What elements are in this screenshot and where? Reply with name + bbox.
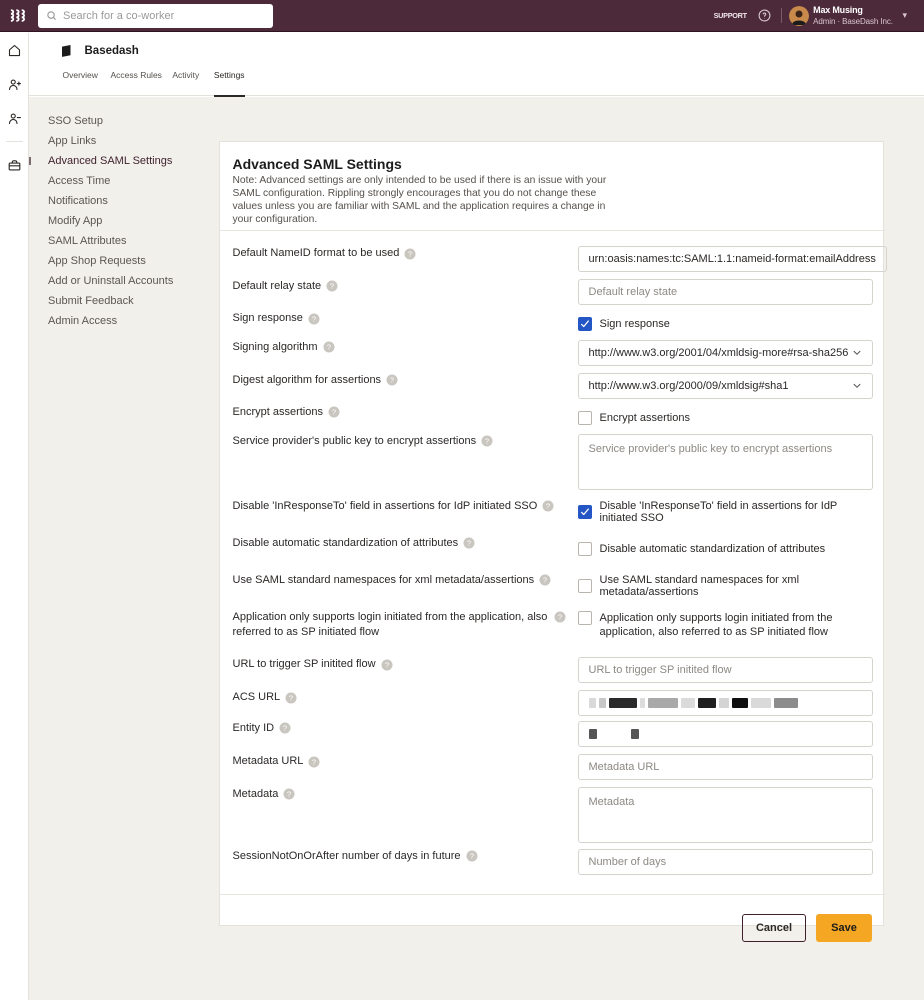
svg-text:?: ?	[467, 539, 471, 548]
svg-text:?: ?	[287, 790, 291, 799]
svg-text:?: ?	[312, 757, 316, 766]
svg-text:?: ?	[283, 724, 287, 733]
svg-text:?: ?	[289, 693, 293, 702]
svg-text:?: ?	[332, 408, 336, 417]
svg-text:?: ?	[312, 314, 316, 323]
svg-text:?: ?	[330, 282, 334, 291]
svg-text:?: ?	[543, 576, 547, 585]
svg-text:?: ?	[390, 376, 394, 385]
svg-text:?: ?	[384, 660, 388, 669]
svg-text:?: ?	[408, 249, 412, 258]
svg-text:?: ?	[546, 502, 550, 511]
svg-text:?: ?	[485, 437, 489, 446]
svg-text:?: ?	[469, 852, 473, 861]
svg-text:?: ?	[557, 613, 561, 622]
svg-text:?: ?	[326, 343, 330, 352]
